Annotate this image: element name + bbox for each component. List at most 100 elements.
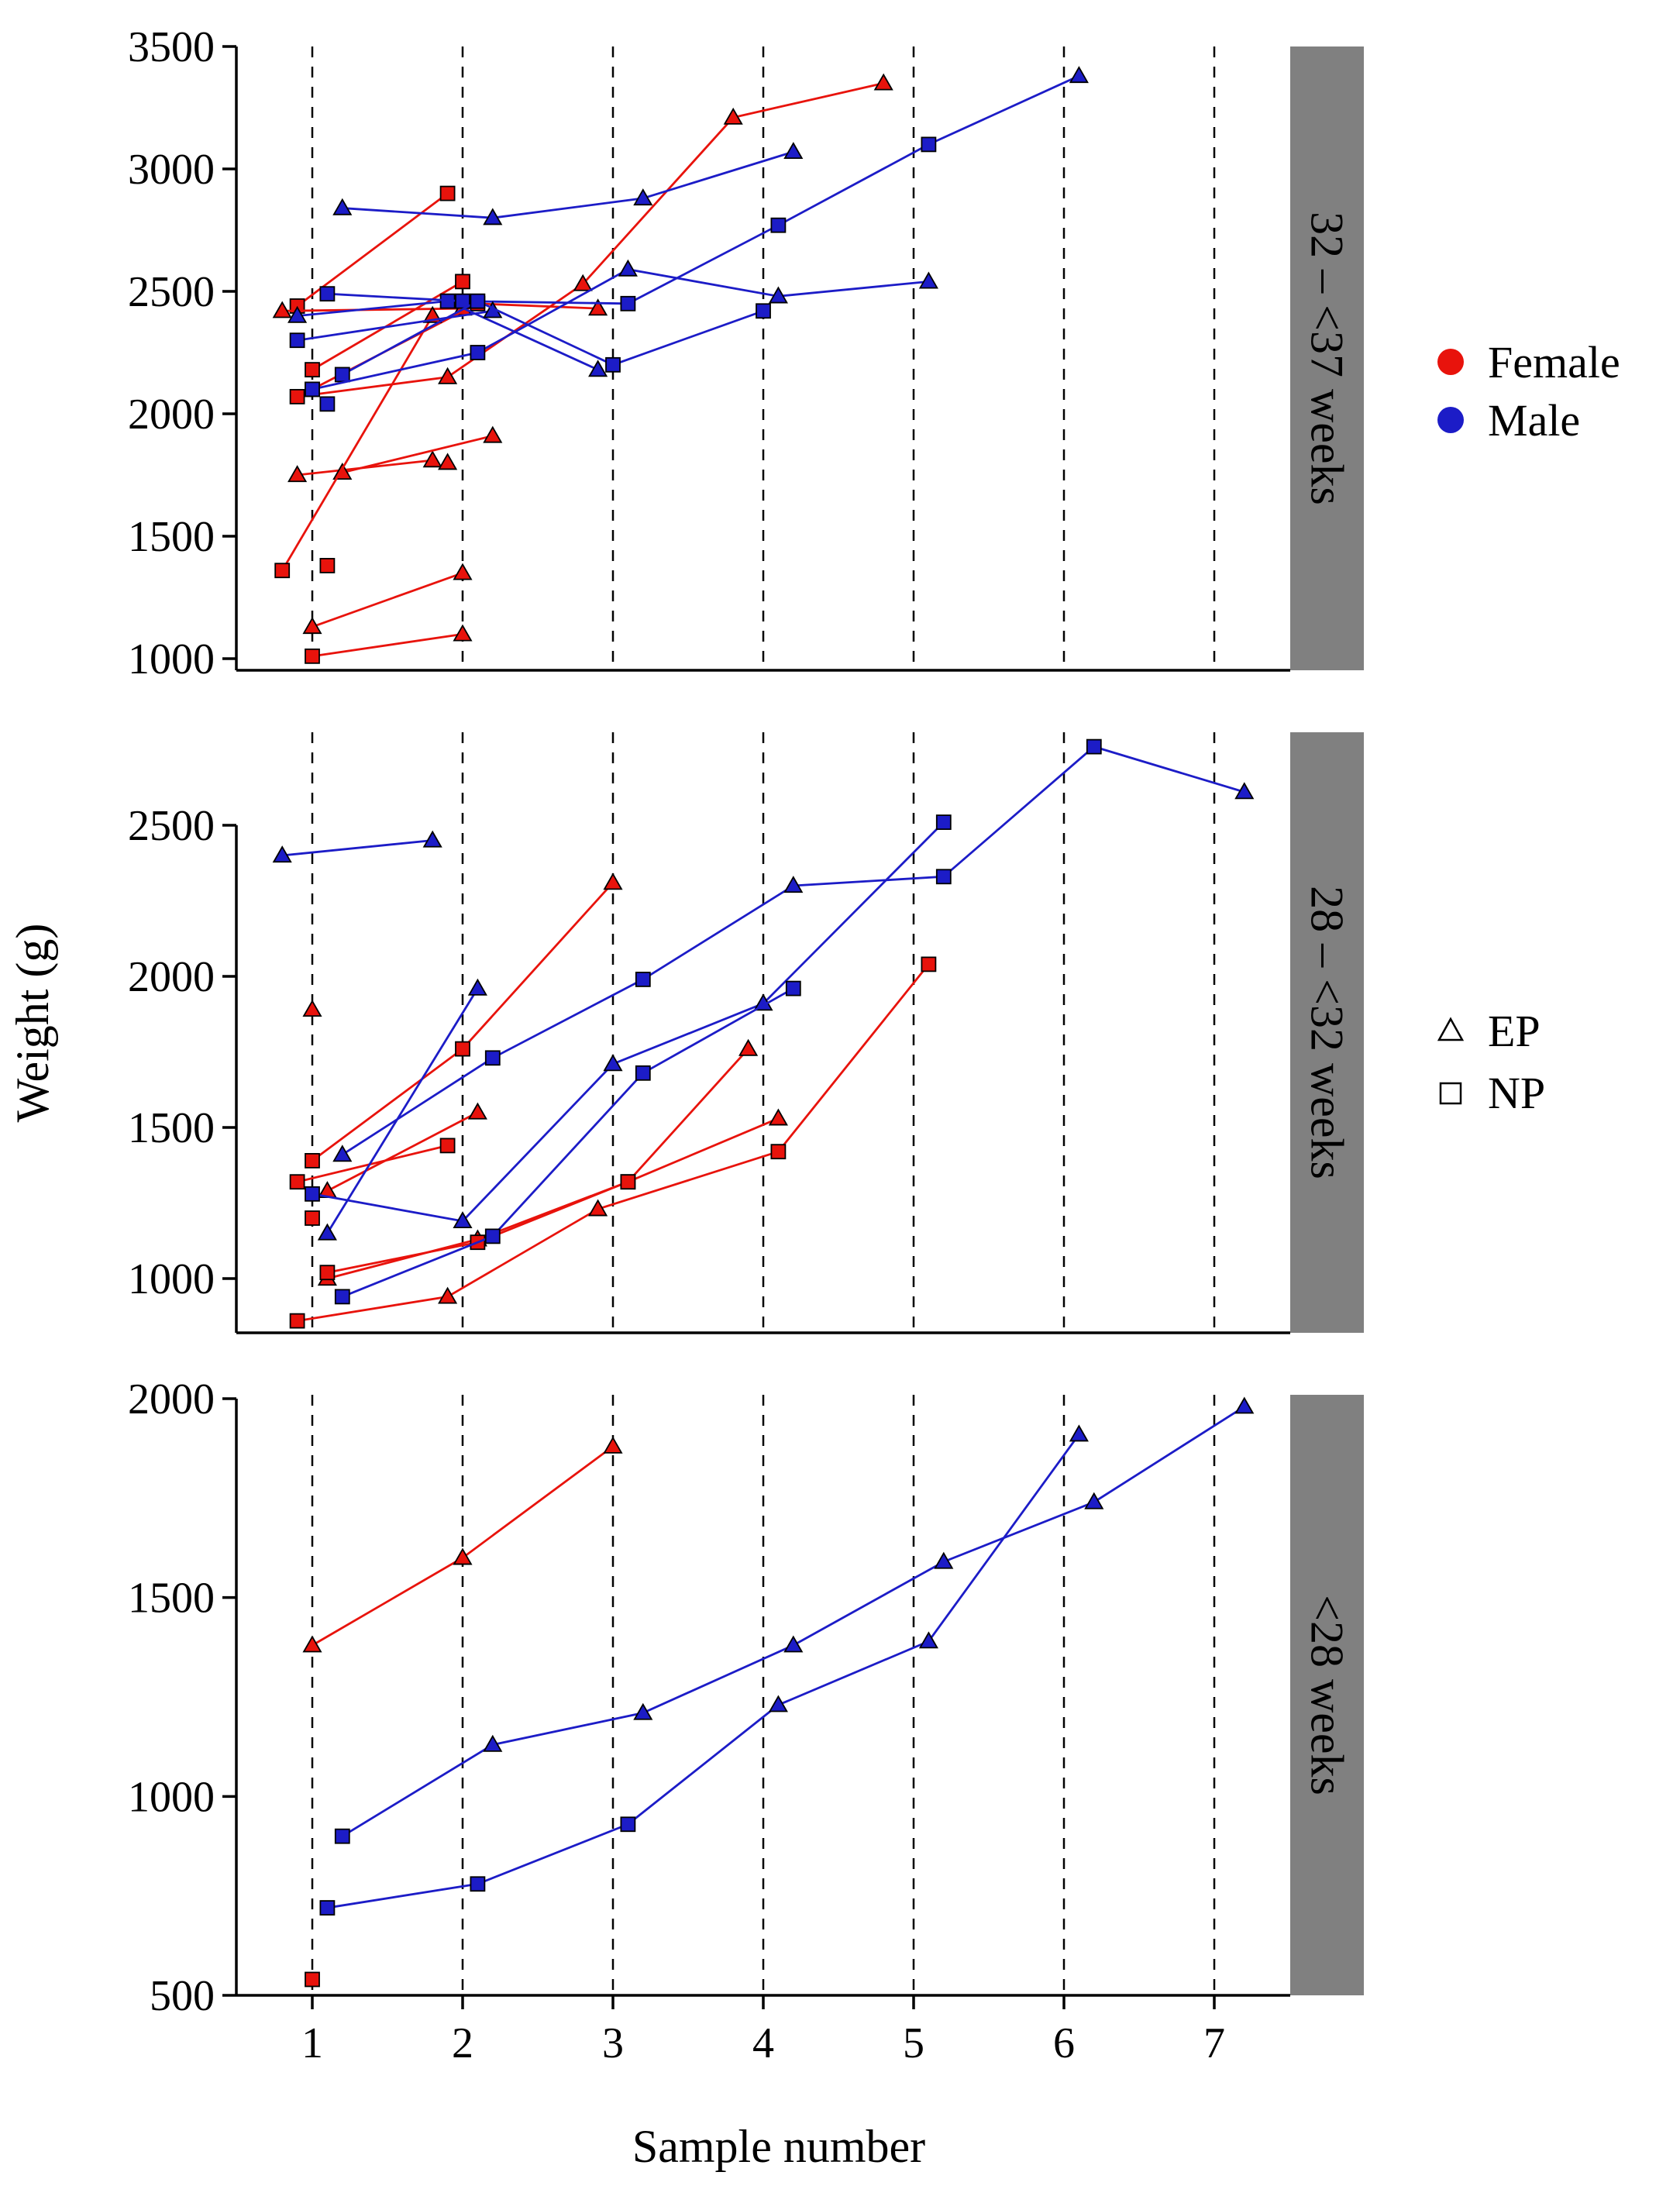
data-point-ep-female — [738, 1038, 759, 1056]
y-tick-label: 1000 — [128, 1773, 215, 1821]
data-point-np-male — [470, 1876, 486, 1892]
data-point-ep-female — [438, 453, 458, 470]
series-line-male — [297, 309, 494, 342]
data-point-np-female — [305, 648, 320, 664]
data-point-np-male — [305, 1186, 320, 1202]
facet-strip — [1290, 46, 1364, 670]
facet-strip-label: 32 – <37 weeks — [1302, 212, 1353, 505]
data-point-np-male — [1086, 738, 1102, 755]
data-point-np-male — [935, 869, 952, 885]
data-point-ep-female — [603, 873, 623, 890]
x-axis-title: Sample number — [632, 2121, 925, 2172]
data-point-np-male — [785, 980, 801, 997]
series-line-female — [281, 315, 434, 571]
data-point-ep-female — [287, 465, 308, 483]
series-line-female — [326, 1111, 479, 1193]
data-point-ep-male — [1069, 1424, 1089, 1442]
x-tick-label: 3 — [602, 2019, 624, 2067]
data-point-ep-female — [723, 107, 743, 125]
facet-strip — [1290, 732, 1364, 1333]
data-point-np-female — [305, 1153, 320, 1169]
data-point-np-male — [334, 1828, 350, 1844]
y-tick-label: 2000 — [128, 1375, 215, 1423]
y-tick-label: 2000 — [128, 953, 215, 1001]
series-line-female — [312, 633, 463, 658]
data-point-ep-male — [783, 142, 804, 160]
data-point-np-female — [305, 362, 320, 378]
legend-swatch-male — [1437, 407, 1464, 433]
x-tick-label: 5 — [903, 2019, 924, 2067]
series-line-female — [342, 435, 494, 474]
data-point-ep-male — [453, 1211, 473, 1229]
data-point-np-male — [305, 381, 320, 398]
data-point-ep-female — [573, 274, 593, 291]
y-axis-title: Weight (g) — [7, 924, 58, 1123]
data-point-ep-male — [1234, 1396, 1255, 1414]
data-point-ep-female — [588, 298, 608, 316]
x-tick-label: 1 — [301, 2019, 323, 2067]
series-line-male — [342, 150, 794, 219]
y-tick-label: 2000 — [128, 391, 215, 439]
series-line-female — [327, 1048, 749, 1280]
legend-label-ep: EP — [1488, 1006, 1541, 1056]
series-line-male — [342, 300, 764, 376]
data-point-np-male — [319, 396, 336, 412]
x-tick-label: 4 — [752, 2019, 774, 2067]
series-line-male — [342, 1406, 1245, 1837]
data-point-ep-female — [272, 301, 292, 318]
x-tick-label: 2 — [452, 2019, 473, 2067]
data-point-np-female — [319, 558, 336, 573]
series-line-female — [297, 1145, 448, 1183]
data-point-ep-male — [483, 208, 503, 225]
x-tick-label: 7 — [1203, 2019, 1225, 2067]
data-point-ep-male — [332, 198, 353, 215]
data-point-ep-female — [438, 367, 458, 384]
data-point-ep-female — [483, 425, 503, 443]
data-point-np-male — [921, 136, 937, 153]
series-line-female — [312, 281, 463, 371]
data-point-ep-male — [272, 845, 292, 863]
data-point-ep-male — [1069, 66, 1089, 84]
data-point-np-female — [305, 1210, 320, 1226]
series-line-female — [327, 1117, 779, 1274]
data-point-ep-female — [422, 450, 442, 468]
data-point-np-female — [289, 1174, 305, 1190]
facet-strip-label: <28 weeks — [1302, 1595, 1353, 1795]
series-line-male — [327, 1434, 1080, 1909]
data-point-np-female — [289, 388, 305, 404]
y-tick-label: 1000 — [128, 635, 215, 683]
data-point-ep-male — [633, 1702, 653, 1720]
series-line-female — [312, 572, 463, 628]
data-point-ep-female — [453, 624, 473, 642]
data-point-np-female — [455, 1041, 470, 1057]
data-point-np-male — [620, 1816, 636, 1833]
data-point-np-male — [319, 286, 336, 302]
data-point-np-male — [334, 367, 350, 383]
data-point-ep-male — [918, 271, 938, 289]
y-tick-label: 1500 — [128, 1104, 215, 1152]
facet-strip — [1290, 1395, 1364, 1995]
data-point-ep-male — [783, 876, 804, 893]
data-point-ep-male — [618, 259, 638, 277]
legend-marker-np — [1439, 1082, 1462, 1105]
data-point-ep-male — [332, 1145, 353, 1162]
data-point-np-male — [635, 972, 651, 987]
data-point-np-male — [319, 1900, 336, 1916]
data-point-np-female — [455, 274, 470, 290]
data-point-ep-male — [1084, 1492, 1104, 1509]
series-line-male — [282, 839, 433, 857]
data-point-np-female — [319, 1265, 336, 1281]
data-point-ep-male — [588, 360, 608, 377]
data-point-ep-male — [483, 1734, 503, 1752]
facet-strip-label: 28 – <32 weeks — [1302, 886, 1353, 1179]
data-point-np-male — [484, 1228, 501, 1244]
data-point-ep-male — [918, 1631, 938, 1649]
legend-label-male: Male — [1488, 395, 1580, 446]
y-tick-label: 500 — [150, 1972, 215, 2020]
y-tick-label: 2500 — [128, 802, 215, 850]
legend-marker-ep — [1437, 1017, 1465, 1041]
legend-label-female: Female — [1488, 337, 1620, 387]
data-point-ep-female — [302, 1635, 322, 1653]
